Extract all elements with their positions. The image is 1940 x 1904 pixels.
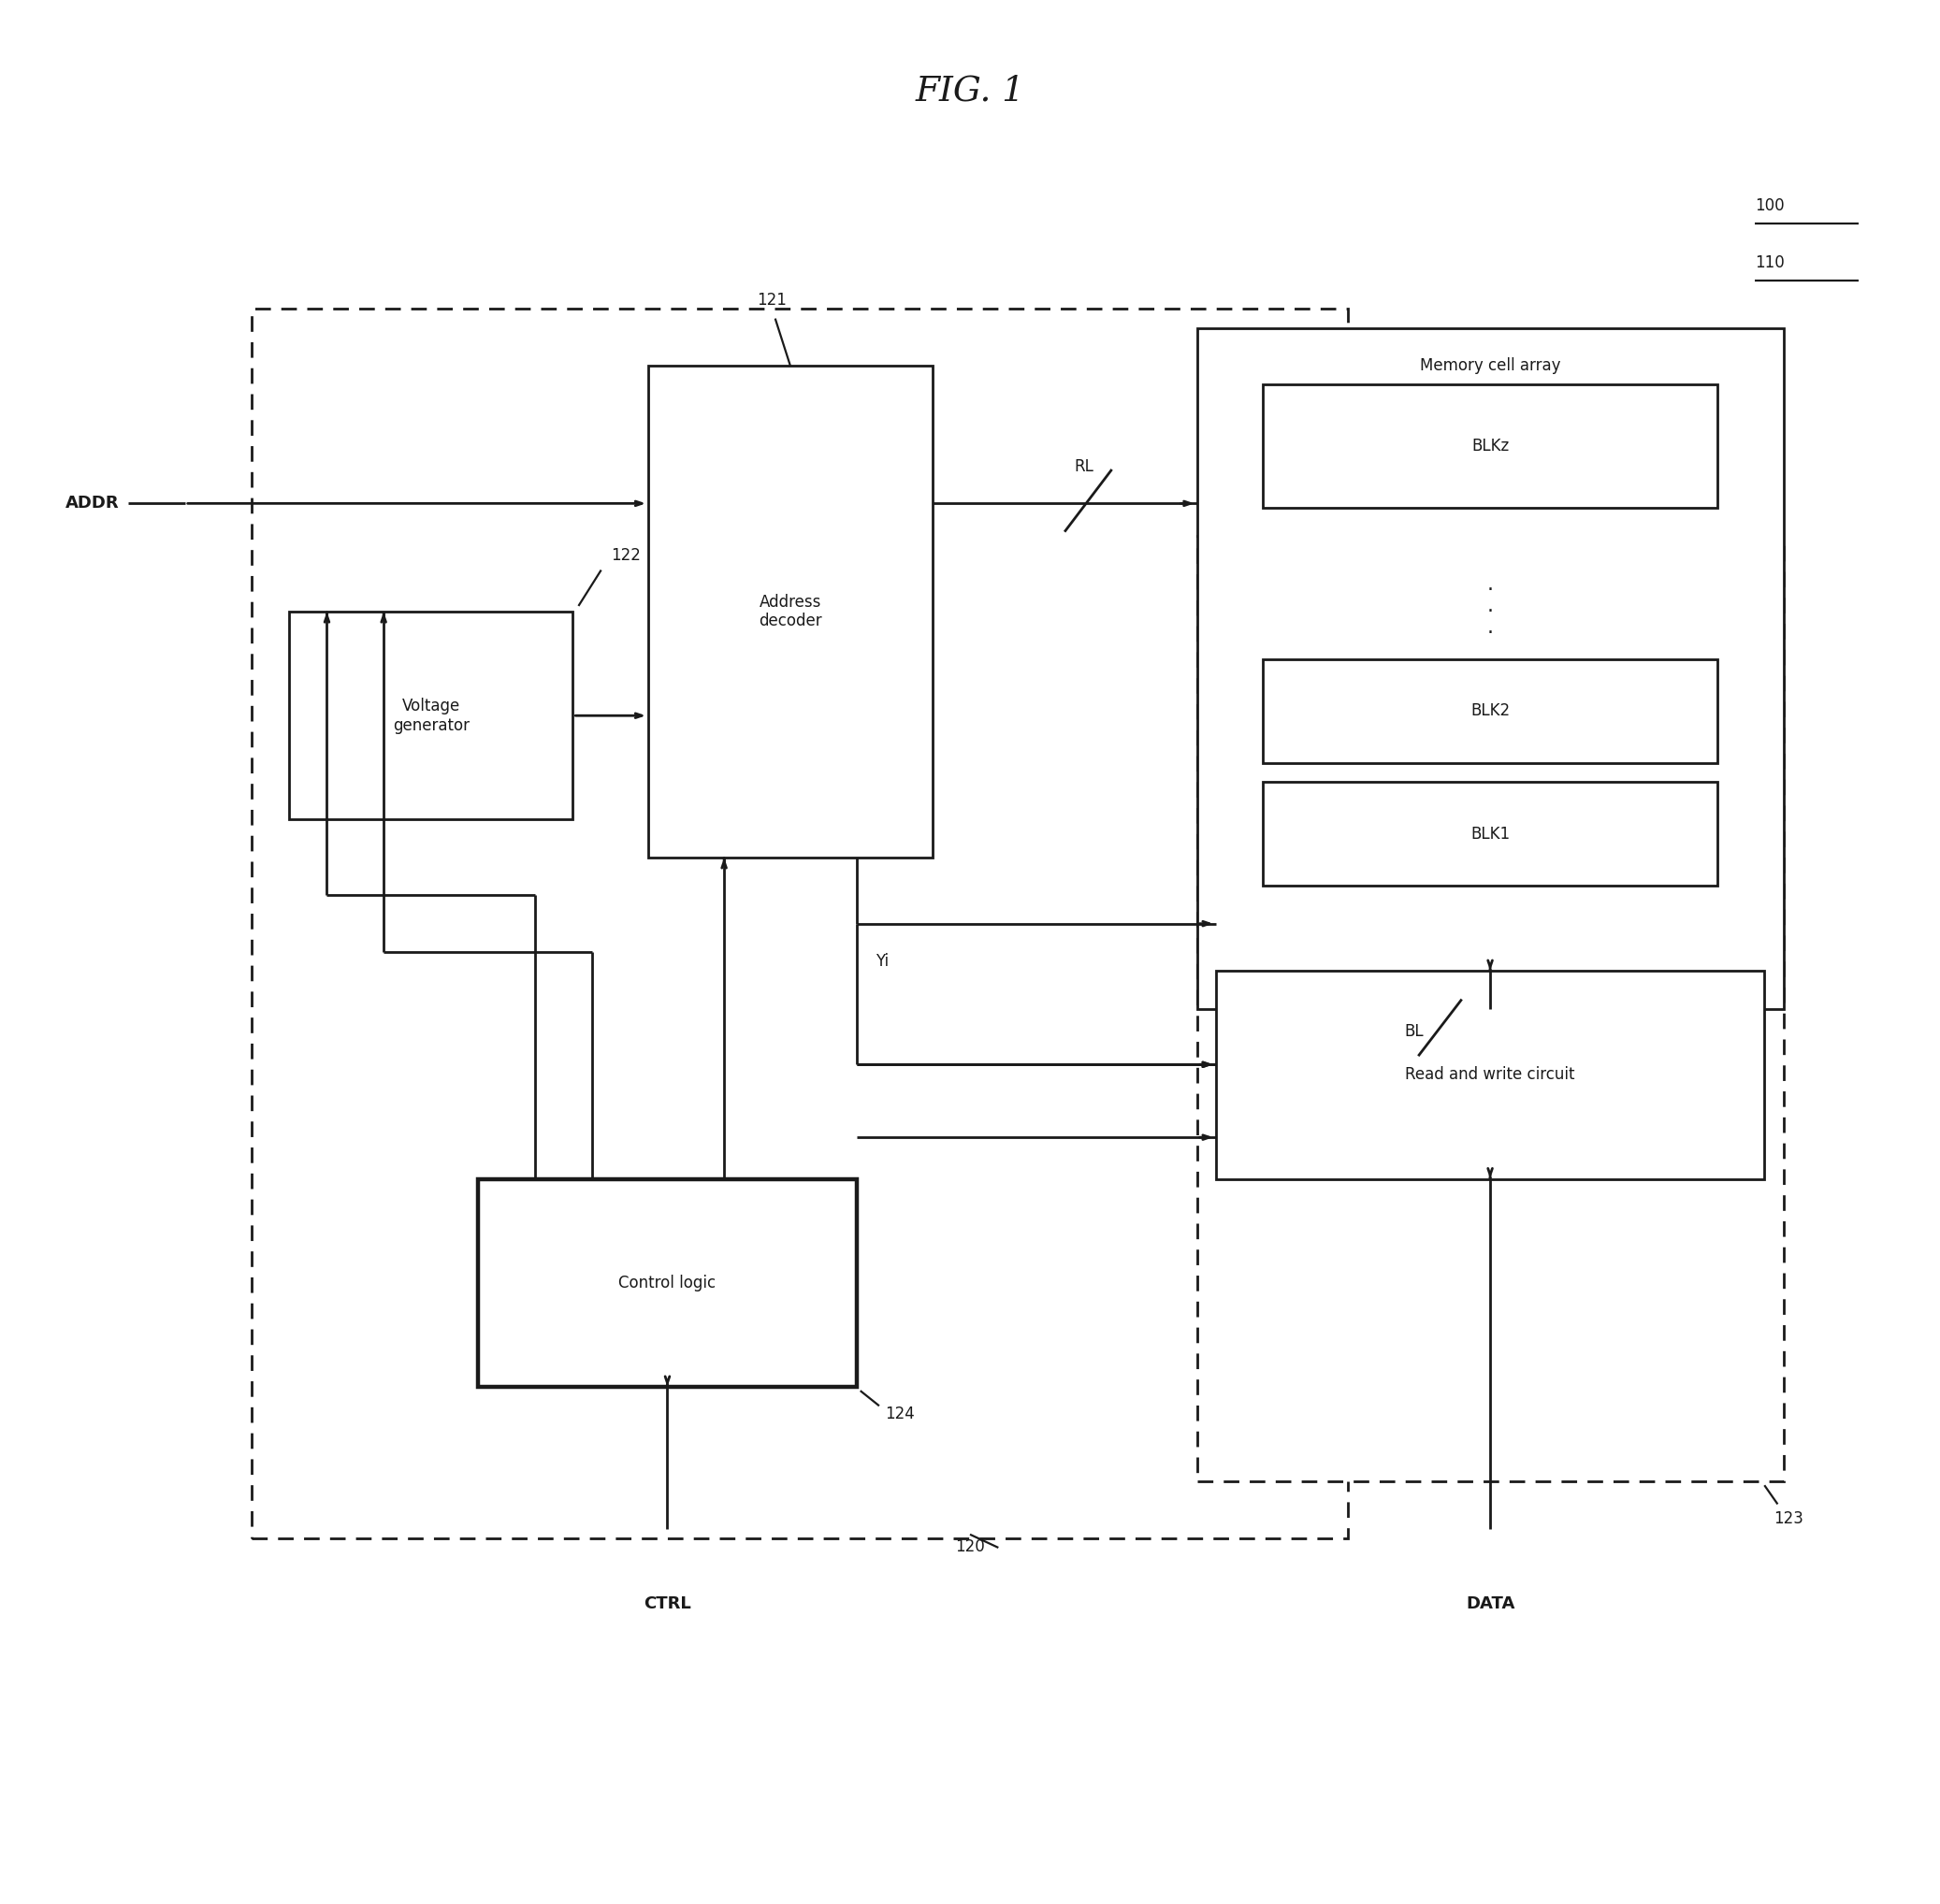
Text: Read and write circuit: Read and write circuit xyxy=(1405,1066,1575,1083)
Bar xyxy=(289,611,572,819)
Text: Address
decoder: Address decoder xyxy=(759,594,823,630)
Text: RL: RL xyxy=(1073,459,1094,476)
Text: 120: 120 xyxy=(954,1538,986,1556)
Text: Yi: Yi xyxy=(875,954,889,969)
Bar xyxy=(1216,971,1763,1179)
Text: BL: BL xyxy=(1405,1022,1424,1040)
Text: FIG. 1: FIG. 1 xyxy=(916,74,1024,109)
Text: 123: 123 xyxy=(1773,1510,1804,1527)
Bar xyxy=(1197,537,1783,1481)
Text: BLKz: BLKz xyxy=(1471,438,1509,455)
Text: ·
·
·: · · · xyxy=(1486,581,1494,644)
Text: Control logic: Control logic xyxy=(619,1274,716,1291)
Text: CTRL: CTRL xyxy=(644,1596,691,1613)
Bar xyxy=(252,308,1348,1538)
Bar xyxy=(1263,783,1717,885)
Text: BLK1: BLK1 xyxy=(1471,826,1509,842)
Text: Memory cell array: Memory cell array xyxy=(1420,358,1560,375)
Text: 110: 110 xyxy=(1756,255,1785,270)
Text: DATA: DATA xyxy=(1465,1596,1515,1613)
Text: BLK2: BLK2 xyxy=(1471,703,1509,720)
Text: 124: 124 xyxy=(885,1405,914,1422)
Text: 100: 100 xyxy=(1756,198,1785,215)
Text: Voltage
generator: Voltage generator xyxy=(392,697,469,733)
Text: ADDR: ADDR xyxy=(64,495,118,512)
Bar xyxy=(1197,327,1783,1009)
Text: 122: 122 xyxy=(611,548,640,564)
Bar xyxy=(648,366,933,857)
Bar xyxy=(1263,385,1717,508)
Text: 121: 121 xyxy=(757,291,786,308)
Bar xyxy=(479,1179,857,1386)
Bar xyxy=(1263,659,1717,764)
